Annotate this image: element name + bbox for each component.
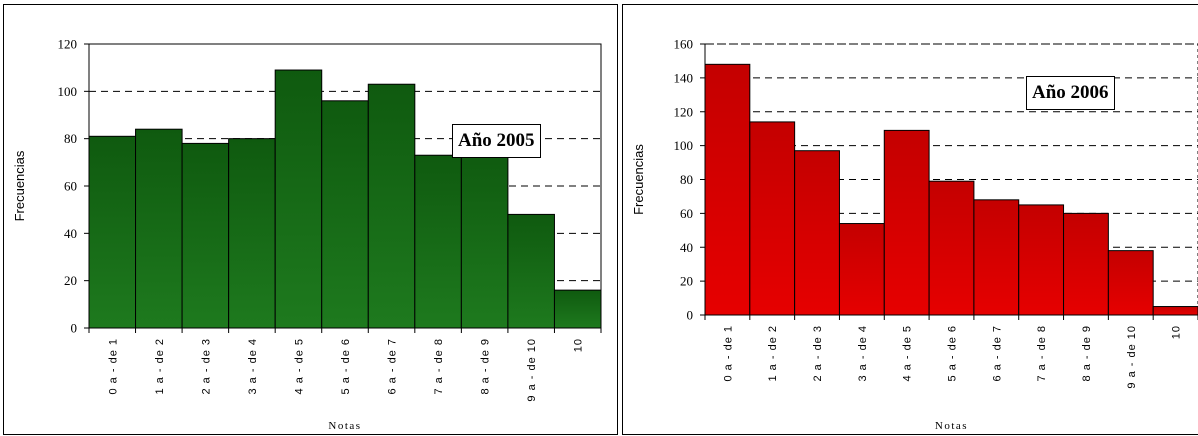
x-category-label: 0 a - de 1 <box>722 325 734 381</box>
x-category-label: 5 a - de 6 <box>340 338 352 394</box>
y-tick-label: 80 <box>680 172 693 187</box>
x-category-label: 4 a - de 5 <box>902 325 914 381</box>
bar <box>1063 212 1109 316</box>
y-tick-label: 60 <box>680 206 693 221</box>
bar <box>367 83 416 329</box>
x-category-label: 2 a - de 3 <box>812 325 824 381</box>
x-category-label: 10 <box>573 338 585 352</box>
bar <box>135 128 183 329</box>
x-axis-title: Notas <box>328 420 361 432</box>
y-tick-label: 80 <box>64 131 77 146</box>
bar <box>414 154 462 329</box>
x-axis-title: Notas <box>935 420 968 432</box>
y-axis-title: Frecuencias <box>12 150 27 221</box>
x-category-label: 7 a - de 8 <box>433 338 445 394</box>
x-category-label: 10 <box>1171 325 1183 339</box>
y-tick-label: 160 <box>674 37 694 52</box>
chart-panel-2006: 0 20 40 60 80 100 120 140 160 0 a - de 1 1 a - de … <box>622 4 1198 435</box>
bar <box>88 135 137 329</box>
y-tick-label: 120 <box>674 104 694 119</box>
x-category-label: 3 a - de 4 <box>857 325 869 381</box>
x-category-label: 7 a - de 8 <box>1036 325 1048 381</box>
bar <box>973 199 1020 316</box>
y-tick-label: 20 <box>680 274 693 289</box>
y-tick-label: 100 <box>674 138 694 153</box>
x-category-label: 9 a - de 10 <box>526 338 538 402</box>
x-category-label: 6 a - de 7 <box>387 338 399 394</box>
bar <box>553 289 602 329</box>
x-category-label: 6 a - de 7 <box>991 325 1003 381</box>
y-tick-label: 0 <box>687 308 694 323</box>
year-label-2005: Año 2005 <box>452 124 541 158</box>
y-tick-label: 20 <box>64 273 77 288</box>
bar <box>321 100 369 329</box>
bar <box>704 63 751 316</box>
x-category-label: 1 a - de 2 <box>154 338 166 394</box>
y-tick-label: 0 <box>71 321 78 336</box>
bar <box>749 121 796 316</box>
bar <box>794 150 840 316</box>
y-tick-label: 100 <box>58 84 78 99</box>
x-category-label: 3 a - de 4 <box>247 338 259 394</box>
bar <box>181 142 230 329</box>
x-category-label: 8 a - de 9 <box>480 338 492 394</box>
bar <box>883 129 930 316</box>
bar <box>1152 306 1198 316</box>
y-tick-label: 40 <box>680 240 693 255</box>
x-category-label: 0 a - de 1 <box>107 338 119 394</box>
x-category-label: 8 a - de 9 <box>1081 325 1093 381</box>
y-axis-title: Frecuencias <box>631 144 646 215</box>
y-tick-label: 60 <box>64 179 77 194</box>
x-category-label: 4 a - de 5 <box>293 338 305 394</box>
x-category-label: 9 a - de 10 <box>1126 325 1138 389</box>
year-label-2006: Año 2006 <box>1026 76 1115 110</box>
histogram-2006: 0 20 40 60 80 100 120 140 160 0 a - de 1 1 a - de … <box>631 37 1198 432</box>
y-tick-label: 140 <box>674 70 694 85</box>
x-category-label: 1 a - de 2 <box>767 325 779 381</box>
y-tick-label: 120 <box>58 37 78 52</box>
x-category-label: 2 a - de 3 <box>200 338 212 394</box>
chart-panel-2005: 0 20 40 60 80 100 120 0 a - de 1 1 a - de 2 2 a -… <box>3 4 618 435</box>
bar <box>928 180 975 316</box>
histogram-2005: 0 20 40 60 80 100 120 0 a - de 1 1 a - de 2 2 a -… <box>12 37 602 432</box>
x-category-label: 5 a - de 6 <box>947 325 959 381</box>
bar <box>274 69 323 329</box>
y-tick-label: 40 <box>64 226 77 241</box>
bar <box>1107 250 1154 316</box>
bar <box>228 138 276 329</box>
bar <box>1018 204 1065 316</box>
bar <box>507 213 555 329</box>
bar <box>460 150 509 329</box>
bar <box>838 223 885 316</box>
